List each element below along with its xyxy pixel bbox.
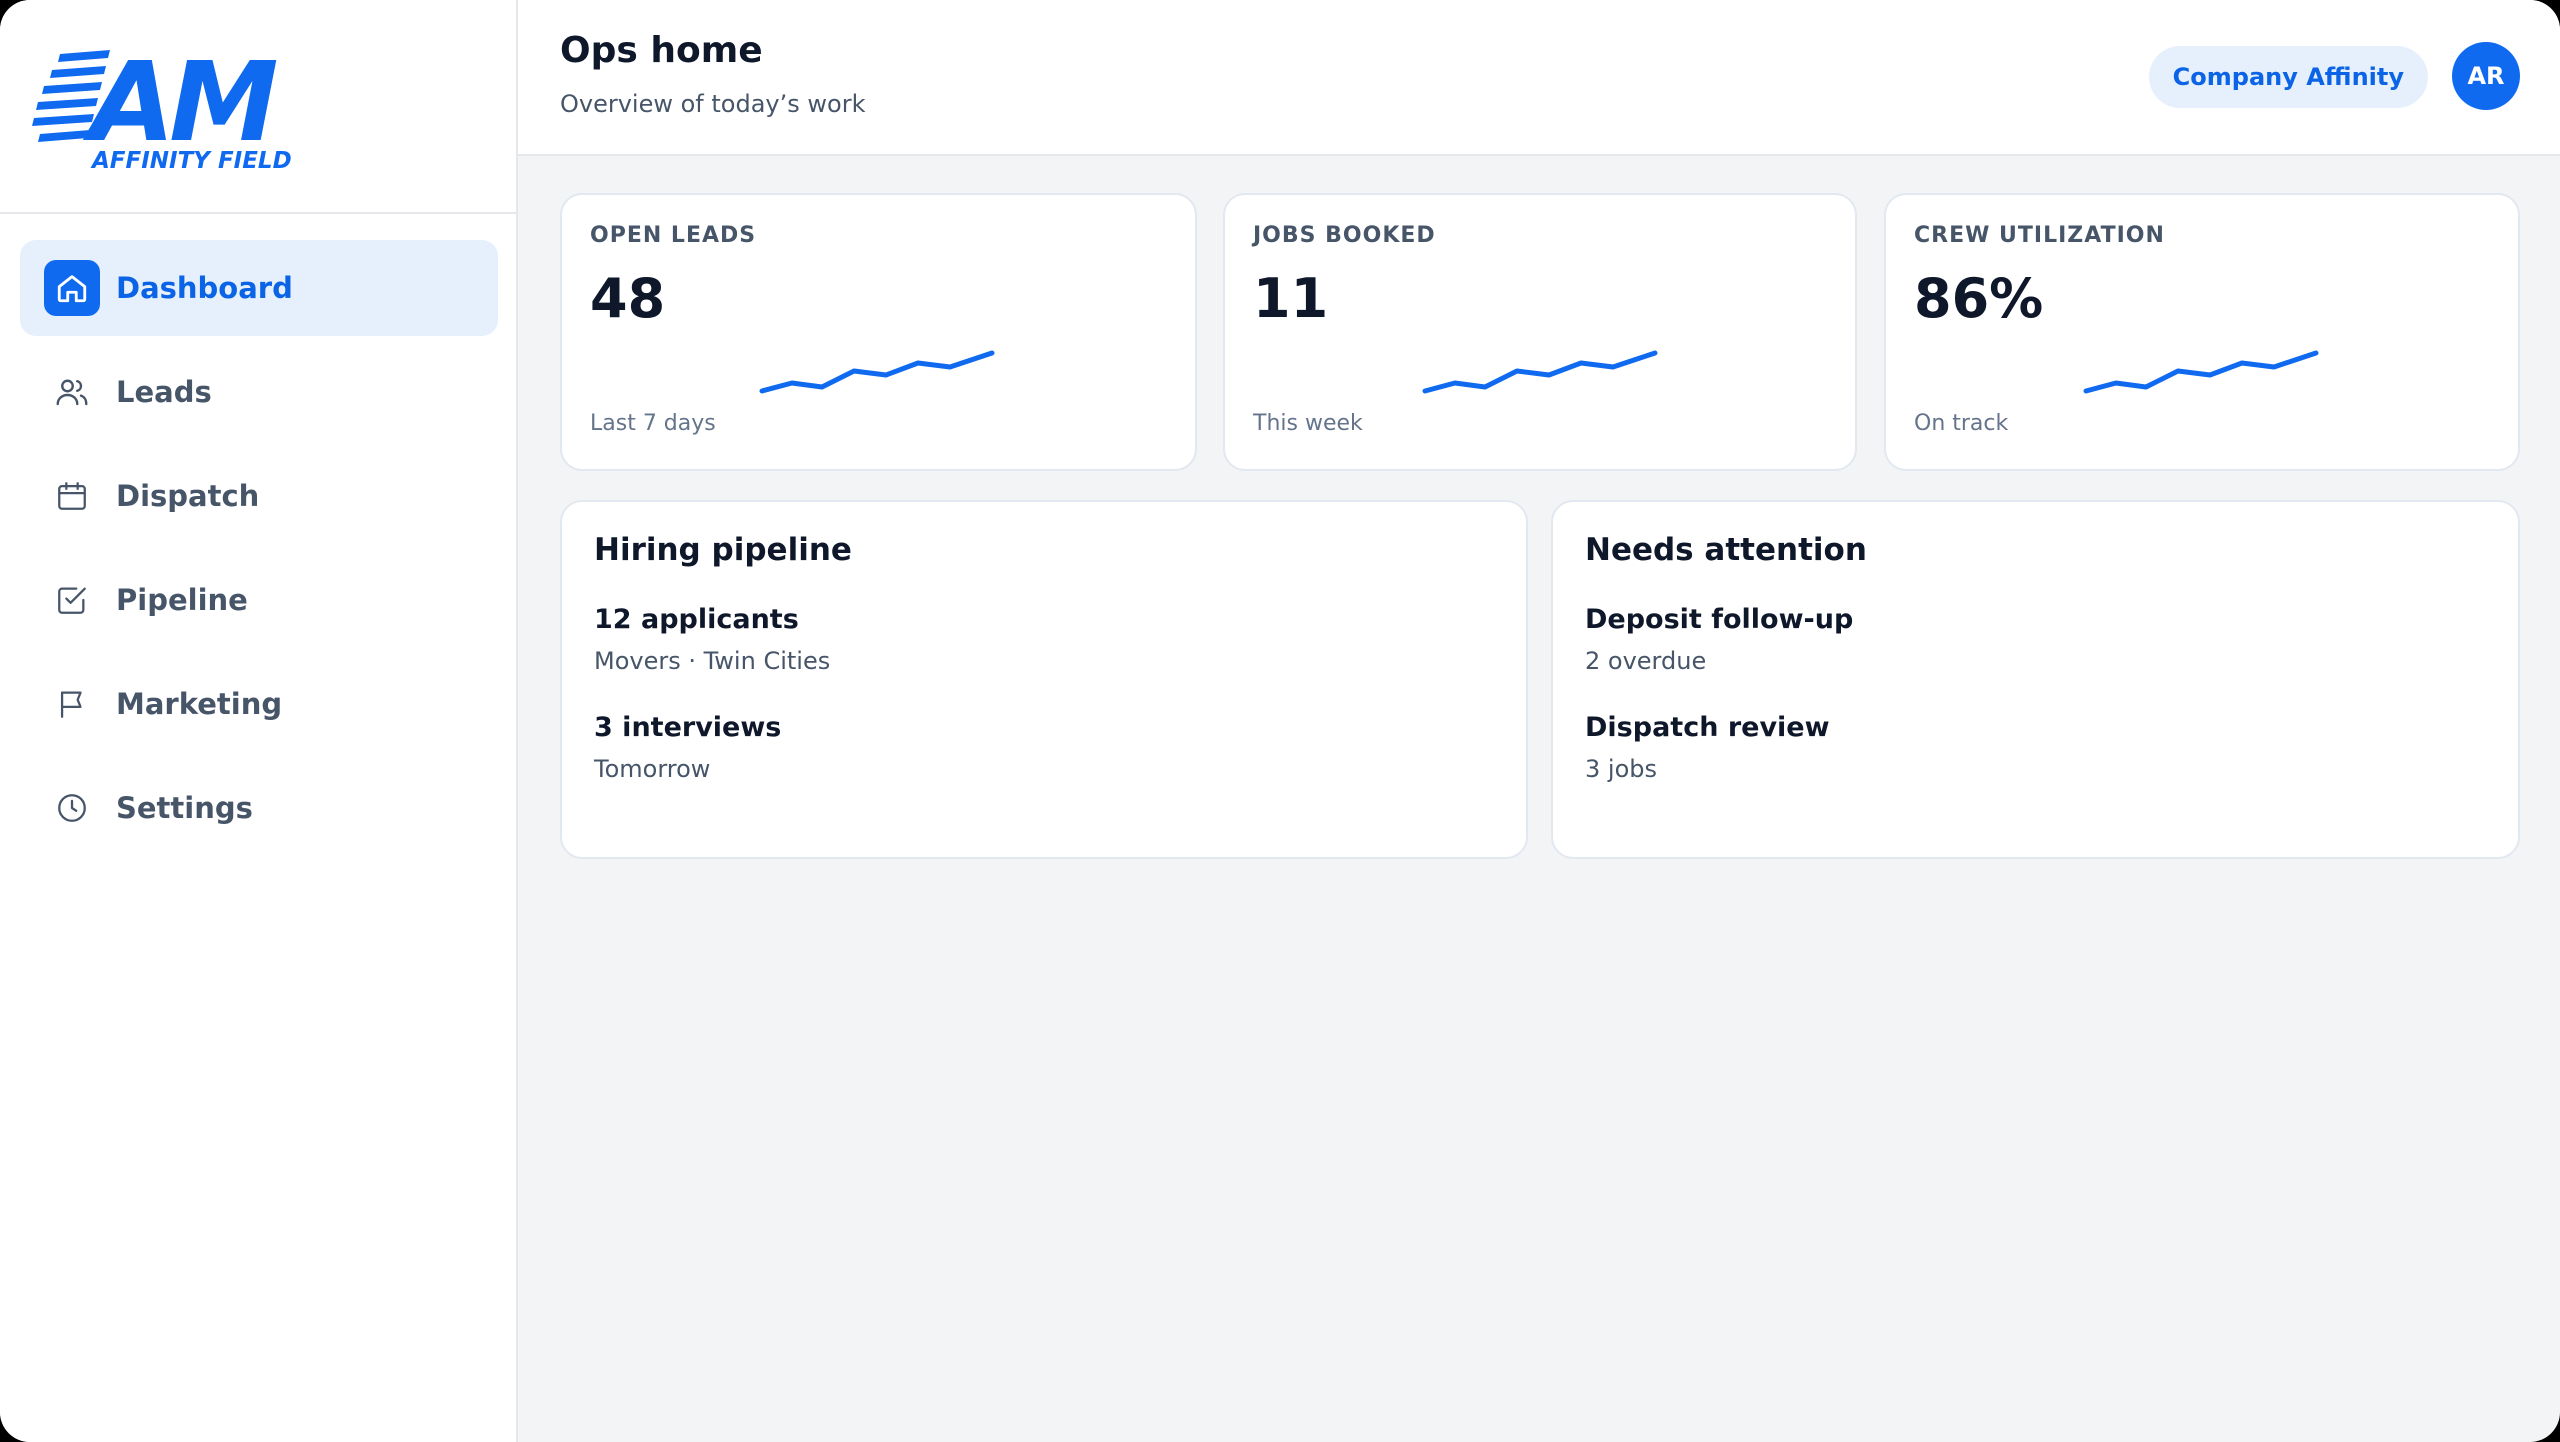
sparkline-chart [2083, 350, 2319, 394]
stat-footnote: This week [1253, 411, 1363, 436]
stat-value: 86% [1914, 267, 2044, 330]
sidebar-item-label: Settings [116, 791, 253, 825]
list-item-subtitle: Movers · Twin Cities [594, 647, 831, 675]
list-item-title: Dispatch review [1585, 712, 1830, 743]
sidebar-item-dispatch[interactable]: Dispatch [20, 448, 498, 544]
list-item[interactable]: 12 applicants Movers · Twin Cities [594, 604, 830, 675]
sidebar-item-settings[interactable]: Settings [20, 760, 498, 856]
sidebar-item-label: Leads [116, 375, 212, 409]
sparkline-chart [759, 350, 995, 394]
list-item-title: Deposit follow-up [1585, 604, 1854, 635]
home-icon [44, 260, 100, 316]
list-item[interactable]: 3 interviews Tomorrow [594, 712, 781, 783]
sidebar-item-dashboard[interactable]: Dashboard [20, 240, 498, 336]
list-item-subtitle: Tomorrow [594, 755, 711, 783]
panel-title: Hiring pipeline [594, 532, 852, 568]
sidebar-nav: Dashboard Leads Dispatch Pipeline [20, 240, 498, 864]
sidebar-item-label: Marketing [116, 687, 283, 721]
list-item[interactable]: Deposit follow-up 2 overdue [1585, 604, 1853, 675]
list-item[interactable]: Dispatch review 3 jobs [1585, 712, 1830, 783]
hiring-pipeline-panel: Hiring pipeline 12 applicants Movers · T… [560, 500, 1528, 859]
sidebar-item-pipeline[interactable]: Pipeline [20, 552, 498, 648]
sidebar-item-label: Pipeline [116, 583, 248, 617]
flag-icon [44, 676, 100, 732]
stat-label: CREW UTILIZATION [1914, 223, 2165, 248]
stat-value: 48 [590, 267, 666, 330]
list-item-title: 12 applicants [594, 604, 799, 635]
list-item-title: 3 interviews [594, 712, 782, 743]
clock-icon [44, 780, 100, 836]
stat-card-open-leads: OPEN LEADS 48 Last 7 days [560, 193, 1197, 471]
sparkline-chart [1422, 350, 1658, 394]
logo-subtext: AFFINITY FIELD [90, 148, 292, 174]
stat-footnote: On track [1914, 411, 2009, 436]
calendar-icon [44, 468, 100, 524]
logo-area: AM AFFINITY FIELD [0, 0, 516, 214]
page-subtitle: Overview of today’s work [560, 90, 866, 118]
sidebar-item-marketing[interactable]: Marketing [20, 656, 498, 752]
list-item-subtitle: 2 overdue [1585, 647, 1707, 675]
needs-attention-panel: Needs attention Deposit follow-up 2 over… [1551, 500, 2520, 859]
panel-title: Needs attention [1585, 532, 1867, 568]
stat-label: JOBS BOOKED [1253, 223, 1436, 248]
users-icon [44, 364, 100, 420]
sidebar: AM AFFINITY FIELD Dashboard Leads [0, 0, 518, 1442]
checkbox-icon [44, 572, 100, 628]
company-logo[interactable]: AM AFFINITY FIELD [30, 40, 330, 176]
top-header: Ops home Overview of today’s work Compan… [518, 0, 2560, 156]
logo-mark: AM [82, 40, 277, 166]
sidebar-item-leads[interactable]: Leads [20, 344, 498, 440]
page-title: Ops home [560, 30, 763, 71]
company-switcher-button[interactable]: Company Affinity [2148, 46, 2428, 108]
sidebar-item-label: Dispatch [116, 479, 260, 513]
stat-card-crew-utilization: CREW UTILIZATION 86% On track [1884, 193, 2520, 471]
stat-value: 11 [1253, 267, 1329, 330]
stat-footnote: Last 7 days [590, 411, 716, 436]
list-item-subtitle: 3 jobs [1585, 755, 1657, 783]
user-avatar[interactable]: AR [2452, 42, 2520, 110]
sidebar-item-label: Dashboard [116, 271, 293, 305]
stat-label: OPEN LEADS [590, 223, 757, 248]
stat-card-jobs-booked: JOBS BOOKED 11 This week [1223, 193, 1857, 471]
